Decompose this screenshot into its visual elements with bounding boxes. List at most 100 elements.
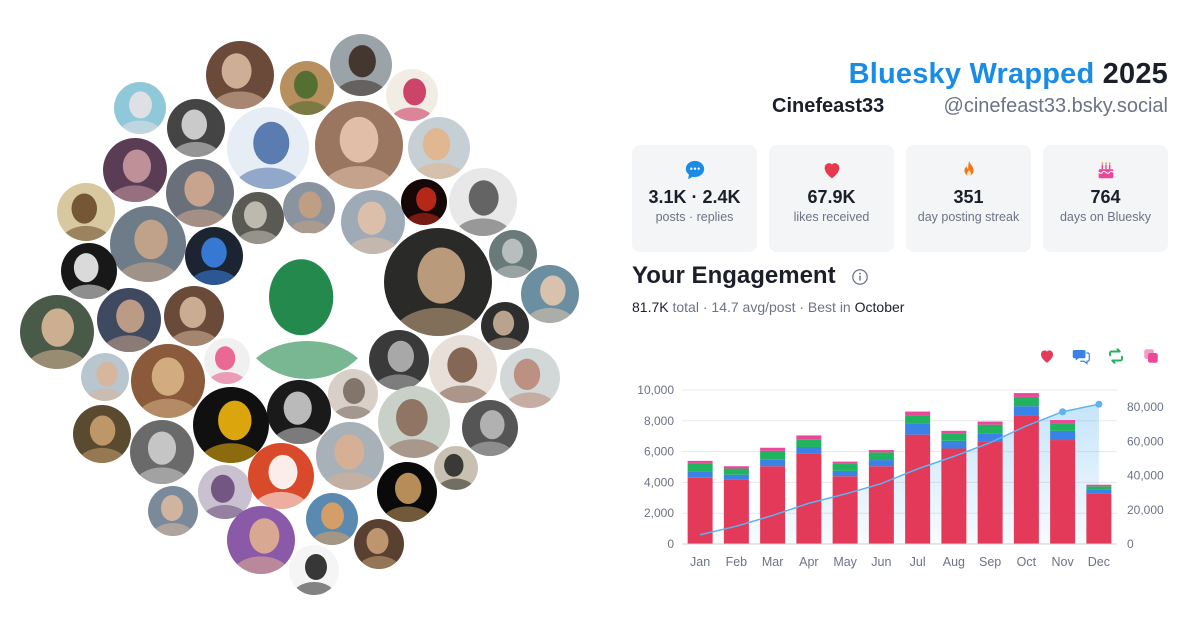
avatar[interactable] (57, 183, 115, 241)
bar-segment (796, 453, 822, 544)
avatar[interactable] (166, 159, 234, 227)
bar-segment (687, 463, 713, 472)
bar-segment (832, 470, 858, 477)
bar-segment (1013, 415, 1039, 544)
avatar[interactable] (462, 400, 518, 456)
avatar[interactable] (232, 192, 284, 244)
avatar[interactable] (481, 302, 529, 350)
avatar[interactable] (386, 69, 438, 121)
x-tick-label: May (833, 555, 857, 569)
avatar[interactable] (401, 179, 447, 225)
avatar[interactable] (185, 227, 243, 285)
avatar[interactable] (289, 545, 339, 595)
avatar[interactable] (193, 387, 269, 463)
engagement-average: 14.7 avg/post (711, 299, 796, 315)
avatar[interactable] (234, 233, 380, 379)
avatar[interactable] (280, 61, 334, 115)
avatar[interactable] (97, 288, 161, 352)
avatar-portrait-icon (333, 45, 389, 96)
avatar[interactable] (164, 286, 224, 346)
avatar[interactable] (341, 190, 405, 254)
avatar[interactable] (248, 443, 314, 509)
bar-segment (687, 471, 713, 478)
best-label: Best in (807, 299, 851, 315)
speech-bubble-icon (685, 160, 704, 180)
avatar[interactable] (489, 230, 537, 278)
avatar[interactable] (429, 335, 497, 403)
avatar[interactable] (167, 99, 225, 157)
avatar-portrait-icon (320, 434, 380, 490)
avatar[interactable] (434, 446, 478, 490)
reply-icon[interactable] (1072, 347, 1090, 365)
avatar-portrait-icon (134, 431, 190, 484)
avatar[interactable] (315, 101, 403, 189)
avatar-portrait-icon (389, 78, 435, 121)
avatar-portrait-icon (170, 171, 230, 227)
avatar[interactable] (306, 493, 358, 545)
page-title: Bluesky Wrapped 2025 (849, 58, 1168, 91)
bar-segment (760, 466, 786, 544)
display-name: Cinefeast33 (772, 95, 885, 117)
y2-tick-label: 20,000 (1127, 503, 1164, 517)
avatar[interactable] (81, 353, 129, 401)
avatar[interactable] (449, 168, 517, 236)
brand-title: Bluesky Wrapped (848, 58, 1095, 90)
avatar[interactable] (377, 462, 437, 522)
avatar-portrait-icon (465, 410, 515, 456)
bar-segment (832, 476, 858, 544)
avatar-portrait-icon (382, 398, 446, 458)
avatar[interactable] (131, 344, 205, 418)
avatar[interactable] (103, 138, 167, 202)
avatar[interactable] (328, 369, 378, 419)
avatar[interactable] (354, 519, 404, 569)
bar-segment (941, 440, 967, 449)
avatar-portrait-icon (151, 495, 195, 536)
avatar[interactable] (61, 243, 117, 299)
avatar[interactable] (521, 265, 579, 323)
avatar-portrait-icon (84, 361, 126, 401)
avatar[interactable] (110, 206, 186, 282)
info-icon[interactable] (851, 268, 869, 286)
bar-segment (760, 459, 786, 467)
avatar[interactable] (316, 422, 384, 490)
stat-label: likes received (793, 210, 870, 224)
bar-segment (1050, 430, 1076, 441)
avatar-portrait-icon (492, 238, 534, 278)
avatar[interactable] (148, 486, 198, 536)
avatar-portrait-icon (271, 391, 327, 444)
avatar-portrait-icon (107, 149, 163, 202)
avatar[interactable] (267, 380, 331, 444)
bar-segment (905, 415, 931, 424)
avatar[interactable] (20, 295, 94, 369)
avatar[interactable] (500, 348, 560, 408)
avatar-portrait-icon (433, 347, 493, 403)
avatar[interactable] (114, 82, 166, 134)
x-tick-label: Nov (1052, 555, 1075, 569)
avatar[interactable] (408, 117, 470, 179)
avatar-portrait-icon (286, 191, 332, 234)
avatar[interactable] (204, 338, 250, 384)
x-tick-label: Feb (726, 555, 748, 569)
bar-segment (868, 452, 894, 461)
avatar[interactable] (330, 34, 392, 96)
avatar[interactable] (130, 420, 194, 484)
avatar-portrait-icon (167, 296, 221, 346)
avatar[interactable] (283, 182, 335, 234)
avatar-portrait-icon (76, 415, 128, 463)
avatar-portrait-icon (380, 472, 434, 522)
avatar[interactable] (206, 41, 274, 109)
heart-icon[interactable] (1038, 347, 1056, 365)
repost-icon[interactable] (1107, 347, 1125, 365)
bar-segment (868, 450, 894, 453)
avatar[interactable] (227, 506, 295, 574)
avatar[interactable] (73, 405, 131, 463)
quote-icon[interactable] (1142, 347, 1160, 365)
avatar[interactable] (384, 228, 492, 336)
avatar-portrait-icon (114, 219, 182, 282)
avatar[interactable] (378, 386, 450, 458)
bar-segment (760, 450, 786, 460)
x-tick-label: Apr (799, 555, 818, 569)
bar-segment (760, 447, 786, 451)
avatar[interactable] (227, 107, 309, 189)
avatar[interactable] (369, 330, 429, 390)
